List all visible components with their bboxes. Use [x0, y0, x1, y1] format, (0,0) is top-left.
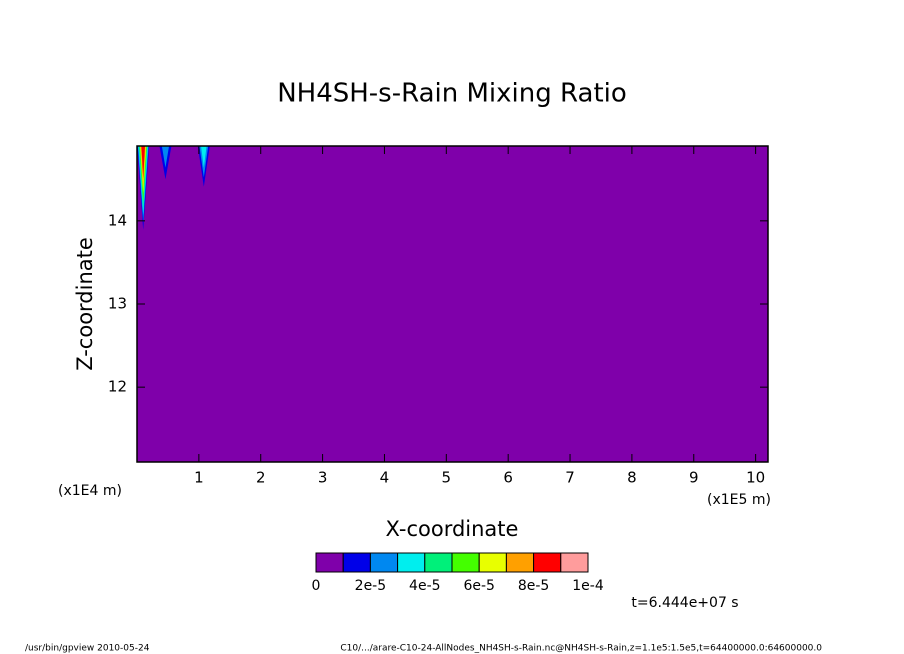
colorbar-box: [505, 552, 535, 573]
x-tick-label: 3: [318, 469, 328, 487]
x-tick-label: 1: [194, 469, 204, 487]
y-tick-label: 13: [108, 295, 127, 313]
colorbar-box: [478, 552, 507, 573]
x-tick-label: 2: [256, 469, 266, 487]
y-tick-label: 14: [108, 211, 127, 229]
y-axis-label: Z-coordinate: [73, 237, 97, 371]
x-tick-label: 5: [442, 469, 452, 487]
y-tick-label: 12: [108, 378, 127, 396]
contour-spike: [201, 146, 207, 168]
y-unit-label: (x1E4 m): [58, 483, 122, 499]
contour-spike: [161, 146, 170, 168]
x-tick-label: 10: [746, 469, 765, 487]
colorbar-box: [560, 552, 589, 573]
contour-field: [137, 146, 768, 462]
colorbar-tick-label: 4e-5: [409, 578, 440, 594]
chart-title: NH4SH-s-Rain Mixing Ratio: [277, 79, 627, 109]
x-tick-label: 8: [627, 469, 637, 487]
contour-spike: [141, 146, 145, 179]
colorbar-box: [342, 552, 371, 573]
colorbar-box: [451, 552, 480, 573]
colorbar-box: [315, 552, 344, 573]
colorbar-box: [533, 552, 562, 573]
x-tick-label: 9: [689, 469, 699, 487]
colorbar-tick-label: 6e-5: [463, 578, 494, 594]
x-tick-label: 7: [565, 469, 575, 487]
footer-left: /usr/bin/gpview 2010-05-24: [25, 644, 150, 654]
colorbar-box: [397, 552, 426, 573]
x-tick-label: 4: [380, 469, 390, 487]
colorbar-tick-label: 2e-5: [355, 578, 386, 594]
x-axis-label: X-coordinate: [386, 517, 519, 541]
colorbar-tick-label: 1e-4: [572, 578, 604, 594]
colorbar-box: [369, 552, 399, 573]
colorbar-tick-label: 8e-5: [518, 578, 549, 594]
x-unit-label: (x1E5 m): [707, 492, 771, 508]
footer-right: C10/.../arare-C10-24-AllNodes_NH4SH-s-Ra…: [340, 644, 822, 654]
x-tick-label: 6: [503, 469, 513, 487]
colorbar-tick-label: 0: [312, 578, 321, 594]
annotation: t=6.444e+07 s: [631, 595, 738, 611]
colorbar-box: [424, 552, 453, 573]
